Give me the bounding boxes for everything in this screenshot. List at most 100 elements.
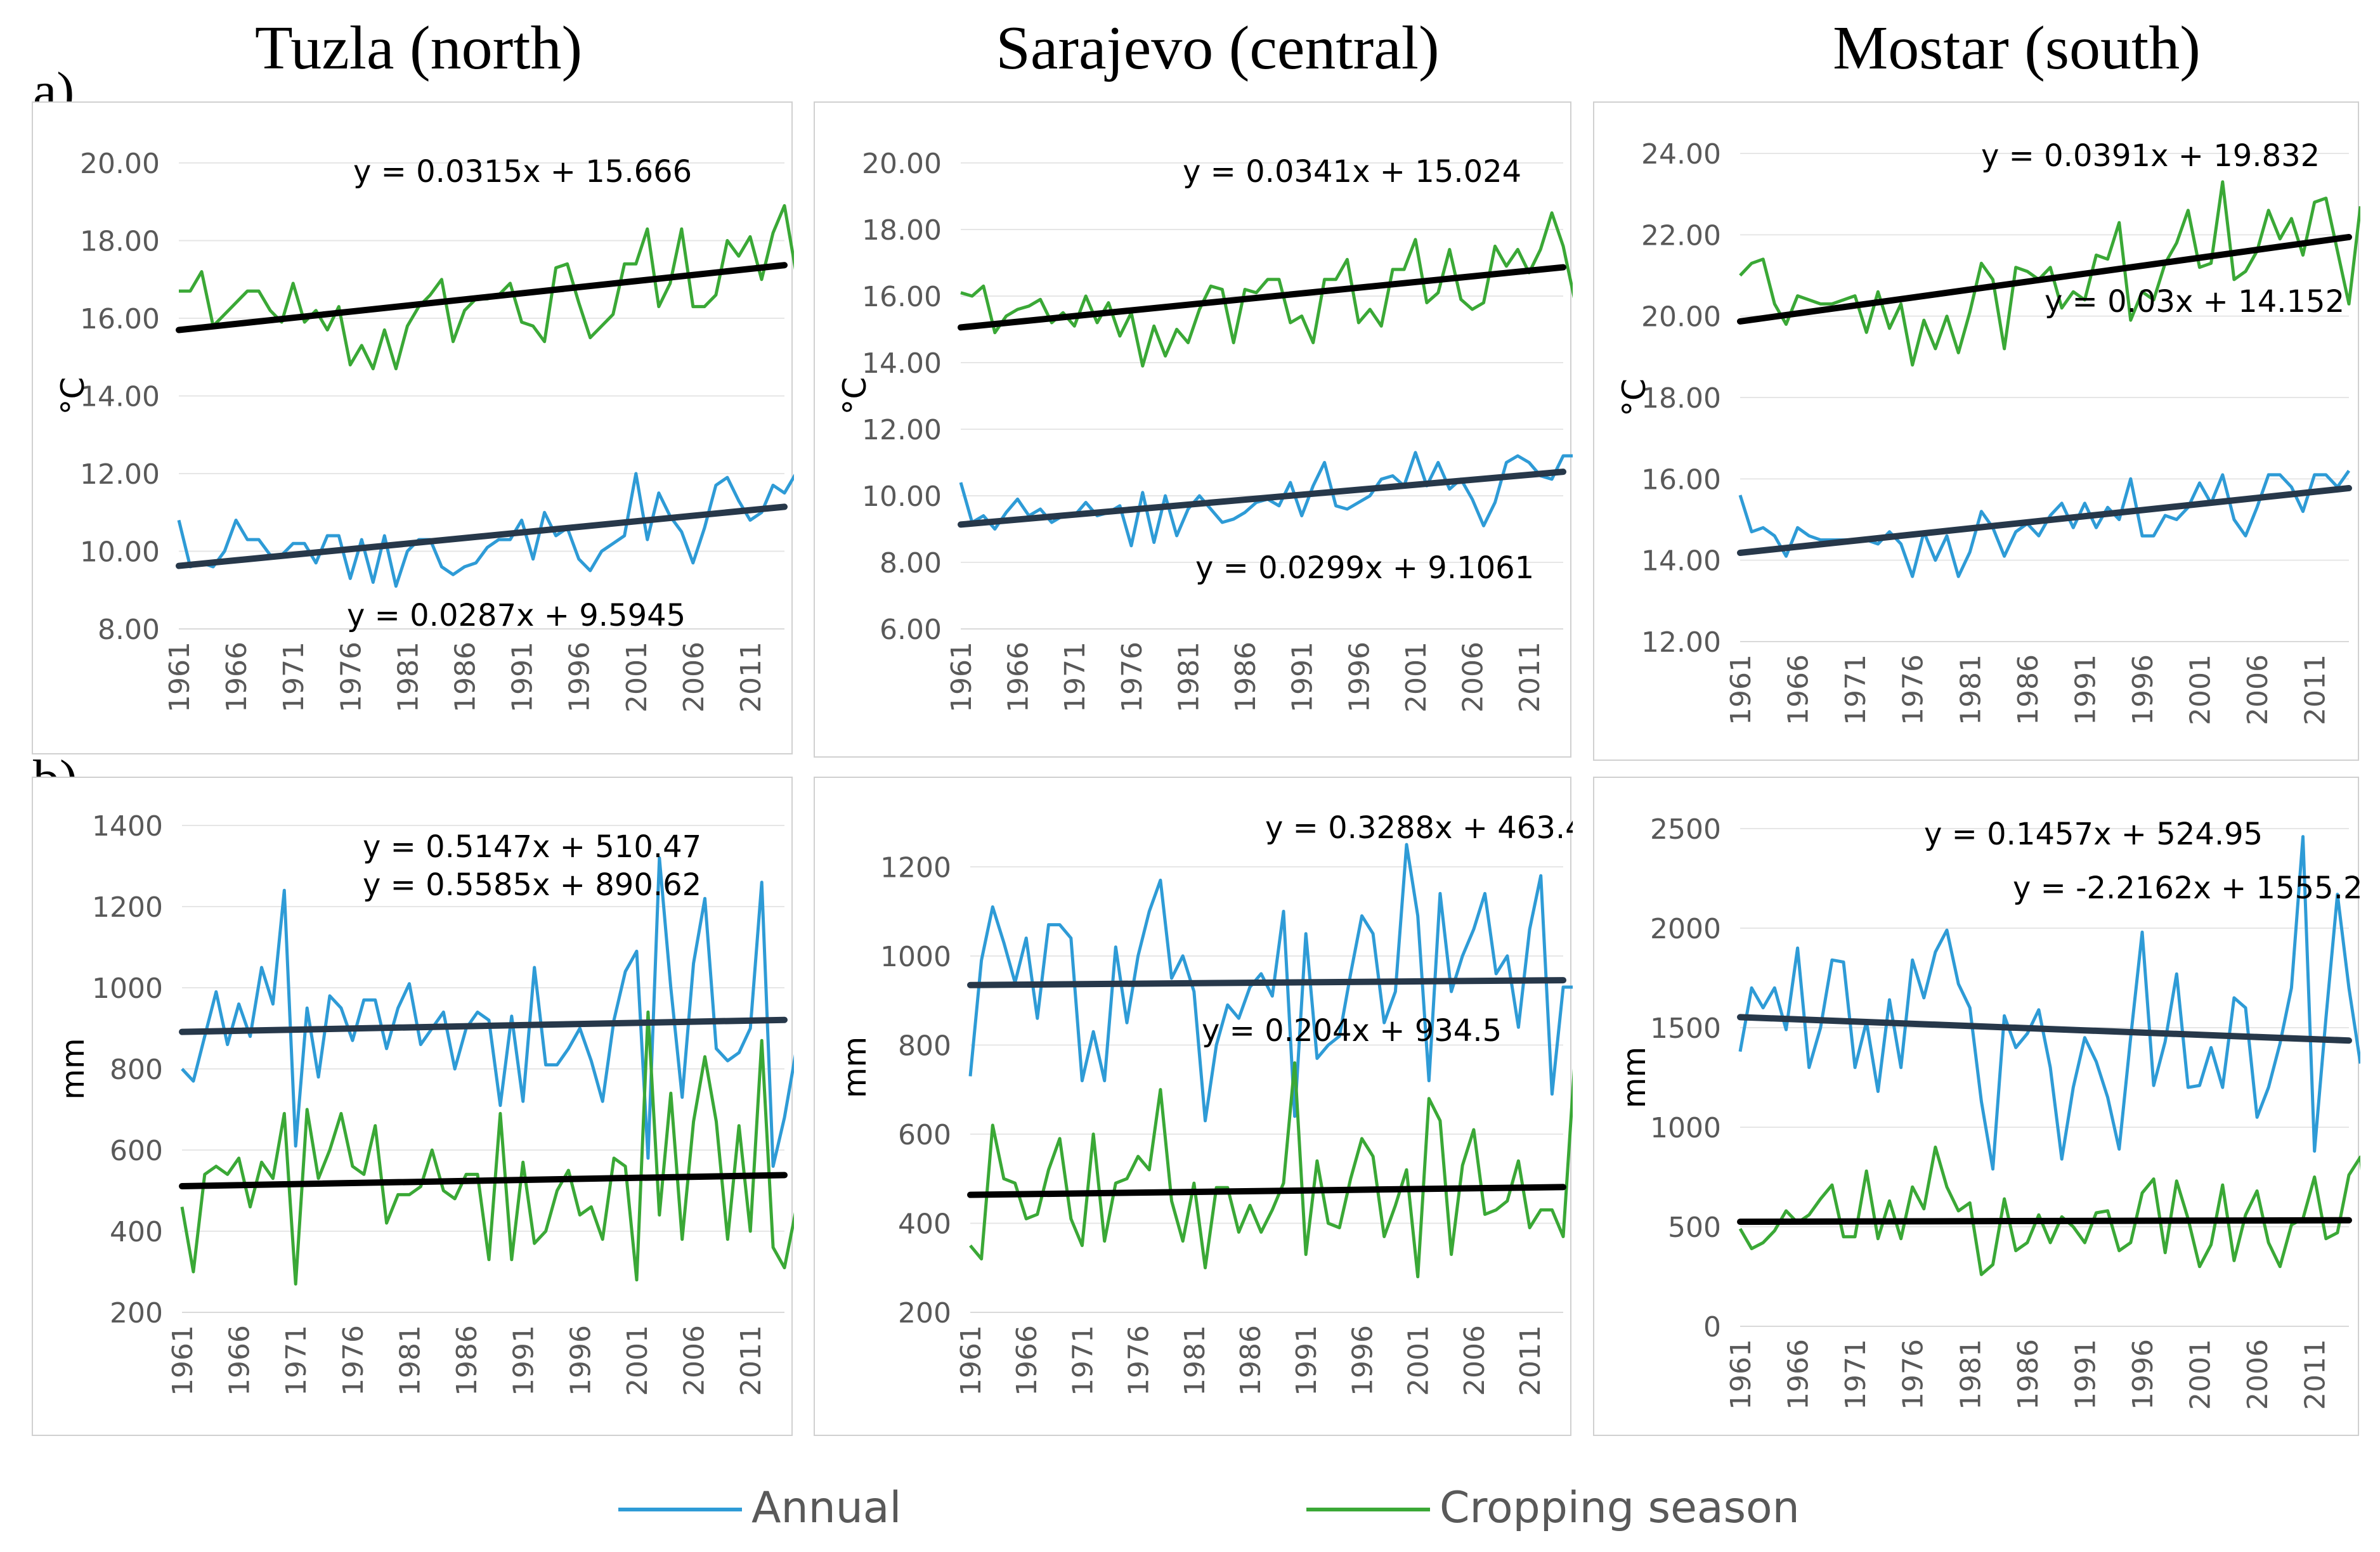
trend-equation-label: y = 0.0315x + 15.666 <box>353 154 692 190</box>
series-line-annual <box>181 856 794 1168</box>
trend-line <box>176 503 788 569</box>
x-tick-label: 1966 <box>224 1325 256 1396</box>
legend-item-cropping: Cropping season <box>1306 1480 1941 1537</box>
trend-equation-label: y = -2.2162x + 1555.2 <box>2013 870 2360 906</box>
x-tick-label: 2011 <box>1514 1325 1547 1396</box>
x-tick-label: 2001 <box>1403 1325 1435 1396</box>
y-tick-label: 200 <box>110 1297 163 1329</box>
y-axis-label: mm <box>836 1037 873 1098</box>
x-tick-label: 1981 <box>394 1325 426 1396</box>
x-tick-label: 1986 <box>2012 1339 2045 1410</box>
y-axis-label: °C <box>1616 378 1653 417</box>
y-tick-label: 10.00 <box>80 536 160 569</box>
series-line-cropping <box>180 1010 794 1286</box>
trend-equation-label: y = 0.0299x + 9.1061 <box>1195 550 1534 586</box>
x-tick-label: 1986 <box>451 1325 483 1396</box>
trend-line <box>967 977 1566 988</box>
x-tick-label: 2006 <box>2242 654 2274 725</box>
y-axis-label: mm <box>55 1038 91 1099</box>
y-axis-label: °C <box>836 377 873 415</box>
x-tick-label: 1961 <box>1725 1339 1757 1410</box>
chart-svg: 6.00 8.00 10.00 12.00 14.00 16.00 18.00 20.00 19… <box>836 148 1573 713</box>
x-tick-label: 2001 <box>1400 642 1433 713</box>
trend-line <box>1737 233 2352 325</box>
y-tick-label: 1200 <box>880 851 951 884</box>
y-tick-label: 600 <box>110 1135 163 1167</box>
x-tick-label: 1986 <box>1235 1325 1267 1396</box>
x-tick-label: 2011 <box>735 642 767 713</box>
chart-svg: 12.00 14.00 16.00 18.00 20.00 22.00 24.00 1961 1… <box>1616 138 2360 725</box>
y-tick-label: 800 <box>898 1030 951 1062</box>
x-tick-label: 1976 <box>1897 1339 1930 1410</box>
x-tick-label: 1961 <box>955 1325 987 1396</box>
series-line-cropping <box>1738 1145 2360 1276</box>
x-tick-label: 1966 <box>1011 1325 1043 1396</box>
x-tick-label: 1981 <box>1179 1325 1211 1396</box>
chart-svg: 8.00 10.00 12.00 14.00 16.00 18.00 20.00 1961 19… <box>55 148 794 713</box>
x-tick-label: 1976 <box>337 1325 370 1396</box>
x-tick-label: 1981 <box>1954 654 1987 725</box>
y-tick-label: 1200 <box>92 891 163 924</box>
trend-equation-label: y = 0.03x + 14.152 <box>2045 284 2344 320</box>
chart-svg: 200 400 600 800 1000 1200 1961 1966 1971 1976 1981… <box>836 810 1573 1396</box>
x-tick-label: 1986 <box>2012 654 2045 725</box>
y-tick-label: 20.00 <box>1641 301 1721 333</box>
trend-line <box>1737 1014 2352 1044</box>
chart-tuzla-temperature: 8.00 10.00 12.00 14.00 16.00 18.00 20.00 1961 19… <box>32 101 794 754</box>
title-tuzla: Tuzla (north) <box>254 14 583 82</box>
x-tick-label: 1981 <box>392 642 424 713</box>
x-tick-label: 1991 <box>507 642 539 713</box>
legend-line-cropping <box>1306 1508 1430 1511</box>
x-tick-label: 1966 <box>1783 654 1815 725</box>
trend-line <box>1737 1217 2352 1225</box>
x-tick-label: 1966 <box>221 642 253 713</box>
x-tick-label: 1986 <box>449 642 481 713</box>
x-tick-label: 1976 <box>1897 654 1930 725</box>
y-tick-label: 1000 <box>1650 1112 1721 1144</box>
x-tick-label: 2001 <box>621 1325 654 1396</box>
trend-line <box>179 1172 788 1189</box>
x-tick-label: 1971 <box>280 1325 313 1396</box>
trend-line <box>176 262 788 333</box>
x-tick-label: 2011 <box>735 1325 767 1396</box>
x-tick-label: 1991 <box>1291 1325 1323 1396</box>
x-tick-label: 1971 <box>1059 642 1091 713</box>
x-tick-label: 2011 <box>1514 642 1546 713</box>
trend-line <box>1737 484 2352 556</box>
x-tick-label: 1966 <box>1783 1339 1815 1410</box>
x-tick-label: 1961 <box>164 642 196 713</box>
y-axis-label: °C <box>55 377 91 415</box>
y-tick-label: 12.00 <box>80 458 160 491</box>
x-tick-label: 2001 <box>621 642 653 713</box>
series-line-cropping <box>960 211 1573 368</box>
y-tick-label: 16.00 <box>1641 463 1721 496</box>
y-tick-label: 14.00 <box>1641 545 1721 578</box>
x-tick-label: 1996 <box>2127 654 2159 725</box>
x-tick-label: 1961 <box>1725 654 1757 725</box>
x-tick-label: 1996 <box>2127 1339 2159 1410</box>
chart-mostar-temperature: 12.00 14.00 16.00 18.00 20.00 22.00 24.00 1961 1… <box>1593 101 2360 761</box>
x-tick-label: 1996 <box>1346 1325 1379 1396</box>
legend-line-annual <box>618 1508 742 1511</box>
series-line-annual <box>1738 835 2360 1171</box>
x-tick-label: 1991 <box>1287 642 1319 713</box>
x-tick-label: 1986 <box>1230 642 1262 713</box>
legend-label-cropping: Cropping season <box>1440 1483 1800 1533</box>
x-tick-label: 1971 <box>1067 1325 1099 1396</box>
y-tick-label: 12.00 <box>862 414 942 446</box>
chart-sarajevo-precipitation: 200 400 600 800 1000 1200 1961 1966 1971 1976 1981… <box>814 777 1573 1436</box>
x-tick-label: 1981 <box>1173 642 1205 713</box>
x-tick-label: 1996 <box>564 642 596 713</box>
trend-line <box>179 1016 788 1035</box>
y-tick-label: 18.00 <box>80 226 160 258</box>
y-tick-label: 500 <box>1668 1212 1721 1244</box>
trend-line <box>958 264 1566 331</box>
x-tick-label: 2006 <box>678 642 710 713</box>
y-tick-label: 14.00 <box>862 347 942 380</box>
y-tick-label: 1400 <box>92 810 163 843</box>
y-tick-label: 0 <box>1703 1311 1721 1343</box>
x-tick-label: 1991 <box>508 1325 540 1396</box>
x-tick-label: 2001 <box>2185 654 2217 725</box>
x-tick-label: 1966 <box>1003 642 1035 713</box>
y-tick-label: 800 <box>110 1054 163 1086</box>
